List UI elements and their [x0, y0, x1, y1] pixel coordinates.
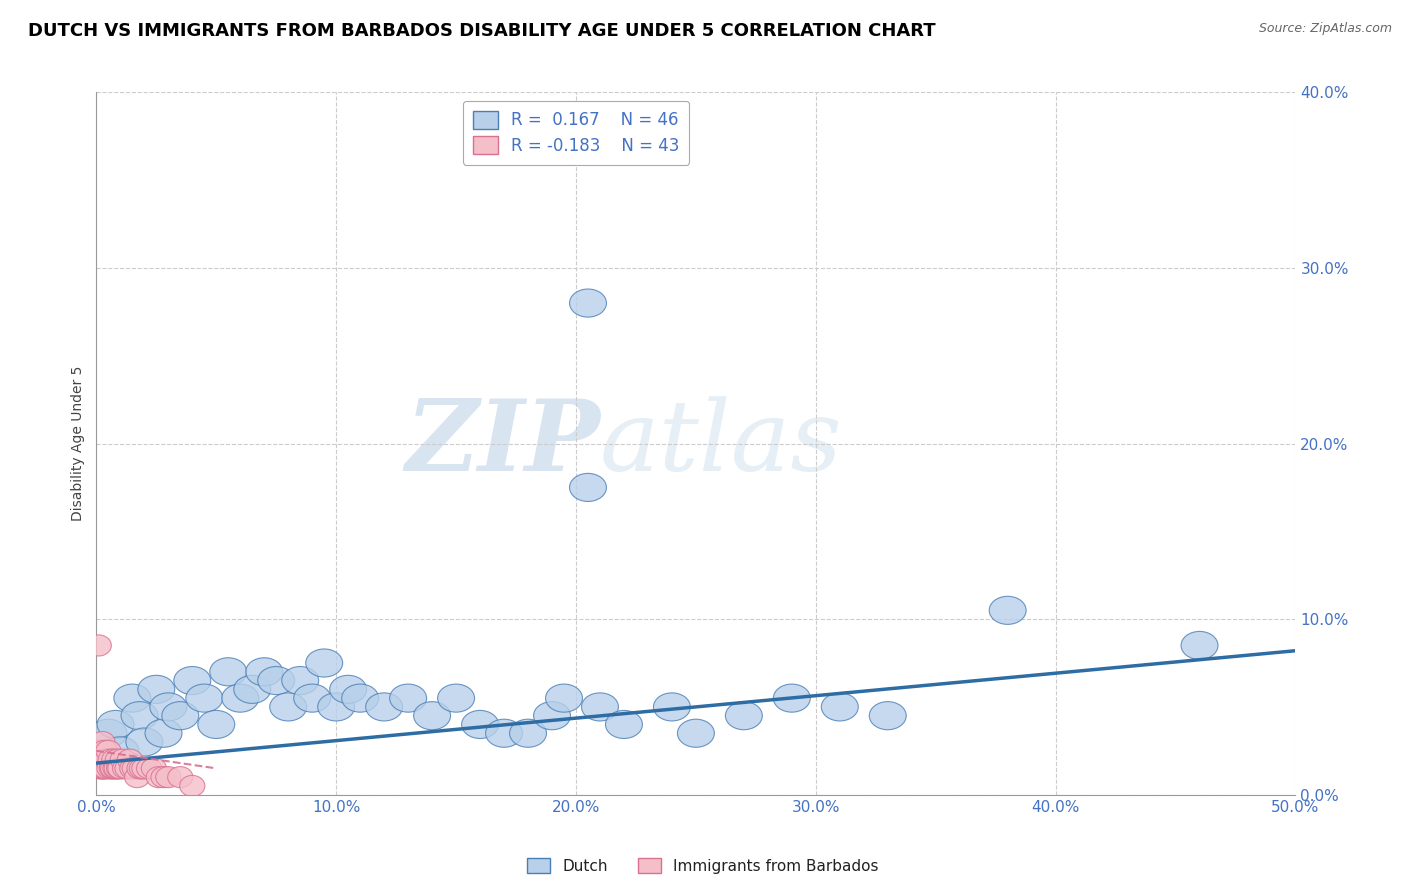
Ellipse shape	[127, 758, 152, 779]
Ellipse shape	[569, 289, 606, 318]
Ellipse shape	[90, 758, 115, 779]
Ellipse shape	[90, 731, 115, 753]
Ellipse shape	[97, 710, 134, 739]
Ellipse shape	[198, 710, 235, 739]
Ellipse shape	[281, 666, 319, 695]
Ellipse shape	[150, 766, 176, 788]
Ellipse shape	[91, 749, 117, 770]
Ellipse shape	[725, 702, 762, 730]
Ellipse shape	[342, 684, 378, 712]
Text: Source: ZipAtlas.com: Source: ZipAtlas.com	[1258, 22, 1392, 36]
Ellipse shape	[97, 758, 122, 779]
Ellipse shape	[329, 675, 367, 704]
Ellipse shape	[105, 749, 131, 770]
Ellipse shape	[89, 749, 114, 770]
Ellipse shape	[93, 758, 118, 779]
Ellipse shape	[103, 758, 128, 779]
Ellipse shape	[180, 775, 205, 797]
Ellipse shape	[87, 749, 112, 770]
Ellipse shape	[678, 719, 714, 747]
Ellipse shape	[132, 758, 157, 779]
Text: ZIP: ZIP	[405, 395, 600, 491]
Ellipse shape	[91, 758, 117, 779]
Ellipse shape	[582, 693, 619, 721]
Ellipse shape	[115, 758, 141, 779]
Ellipse shape	[366, 693, 402, 721]
Ellipse shape	[89, 740, 114, 762]
Ellipse shape	[485, 719, 523, 747]
Y-axis label: Disability Age Under 5: Disability Age Under 5	[72, 366, 86, 521]
Ellipse shape	[89, 758, 114, 779]
Ellipse shape	[246, 657, 283, 686]
Ellipse shape	[145, 719, 181, 747]
Ellipse shape	[773, 684, 810, 712]
Ellipse shape	[461, 710, 499, 739]
Ellipse shape	[108, 758, 134, 779]
Ellipse shape	[821, 693, 858, 721]
Ellipse shape	[318, 693, 354, 721]
Ellipse shape	[233, 675, 271, 704]
Ellipse shape	[87, 758, 112, 779]
Ellipse shape	[101, 749, 127, 770]
Ellipse shape	[270, 693, 307, 721]
Ellipse shape	[654, 693, 690, 721]
Ellipse shape	[869, 702, 907, 730]
Ellipse shape	[257, 666, 295, 695]
Ellipse shape	[86, 740, 111, 762]
Ellipse shape	[98, 749, 124, 770]
Ellipse shape	[90, 719, 127, 747]
Ellipse shape	[107, 758, 132, 779]
Ellipse shape	[122, 758, 148, 779]
Legend: R =  0.167    N = 46, R = -0.183    N = 43: R = 0.167 N = 46, R = -0.183 N = 43	[463, 101, 689, 165]
Ellipse shape	[96, 740, 121, 762]
Ellipse shape	[294, 684, 330, 712]
Ellipse shape	[167, 766, 193, 788]
Ellipse shape	[389, 684, 426, 712]
Ellipse shape	[569, 474, 606, 501]
Ellipse shape	[209, 657, 246, 686]
Ellipse shape	[136, 758, 162, 779]
Ellipse shape	[156, 766, 181, 788]
Ellipse shape	[100, 758, 125, 779]
Text: atlas: atlas	[600, 396, 842, 491]
Ellipse shape	[1181, 632, 1218, 659]
Ellipse shape	[93, 749, 118, 770]
Ellipse shape	[129, 758, 155, 779]
Ellipse shape	[138, 675, 174, 704]
Ellipse shape	[150, 693, 187, 721]
Ellipse shape	[86, 635, 111, 656]
Ellipse shape	[162, 702, 198, 730]
Ellipse shape	[222, 684, 259, 712]
Legend: Dutch, Immigrants from Barbados: Dutch, Immigrants from Barbados	[522, 852, 884, 880]
Ellipse shape	[127, 728, 163, 756]
Ellipse shape	[101, 737, 139, 764]
Ellipse shape	[146, 766, 172, 788]
Ellipse shape	[93, 740, 117, 762]
Ellipse shape	[125, 766, 149, 788]
Ellipse shape	[606, 710, 643, 739]
Ellipse shape	[437, 684, 475, 712]
Ellipse shape	[117, 749, 142, 770]
Ellipse shape	[110, 749, 135, 770]
Ellipse shape	[101, 758, 125, 779]
Ellipse shape	[112, 758, 138, 779]
Ellipse shape	[120, 758, 145, 779]
Ellipse shape	[142, 758, 166, 779]
Ellipse shape	[114, 684, 150, 712]
Ellipse shape	[305, 649, 343, 677]
Ellipse shape	[121, 702, 157, 730]
Ellipse shape	[186, 684, 222, 712]
Ellipse shape	[990, 596, 1026, 624]
Ellipse shape	[94, 749, 120, 770]
Ellipse shape	[413, 702, 450, 730]
Ellipse shape	[533, 702, 571, 730]
Text: DUTCH VS IMMIGRANTS FROM BARBADOS DISABILITY AGE UNDER 5 CORRELATION CHART: DUTCH VS IMMIGRANTS FROM BARBADOS DISABI…	[28, 22, 936, 40]
Ellipse shape	[174, 666, 211, 695]
Ellipse shape	[546, 684, 582, 712]
Ellipse shape	[104, 758, 129, 779]
Ellipse shape	[509, 719, 547, 747]
